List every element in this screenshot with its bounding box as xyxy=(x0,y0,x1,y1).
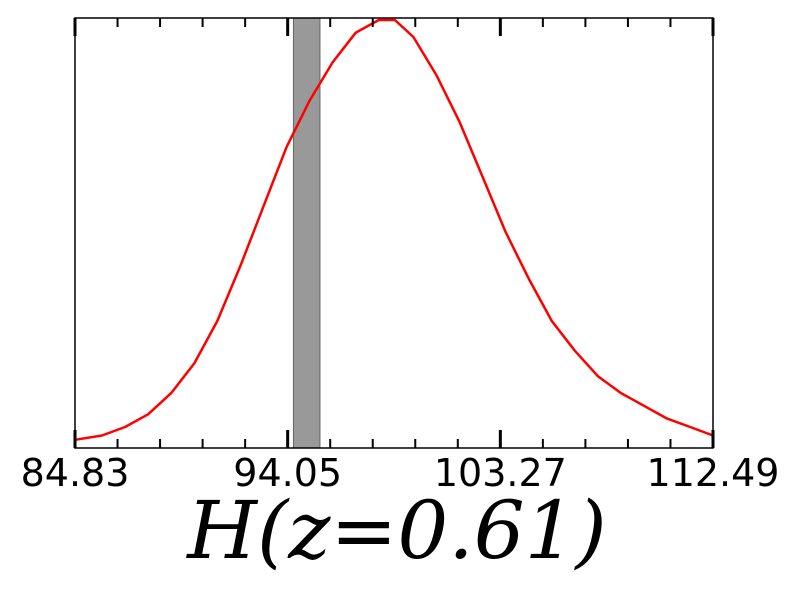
plot-frame xyxy=(74,17,714,449)
line-layer xyxy=(74,18,714,442)
x-axis-label: H(z=0.61) xyxy=(185,484,607,577)
shaded-band xyxy=(292,17,321,449)
series-line-0 xyxy=(74,18,714,442)
x-tick-label: 84.83 xyxy=(21,451,130,495)
x-tick-label: 103.27 xyxy=(434,451,567,495)
tick-layer xyxy=(73,18,715,448)
x-tick-label: 94.05 xyxy=(233,451,342,495)
tick-label-layer: 84.83 94.05 103.27 112.49 xyxy=(21,451,780,495)
x-tick-label: 112.49 xyxy=(647,451,780,495)
shaded-band-layer xyxy=(292,17,321,449)
